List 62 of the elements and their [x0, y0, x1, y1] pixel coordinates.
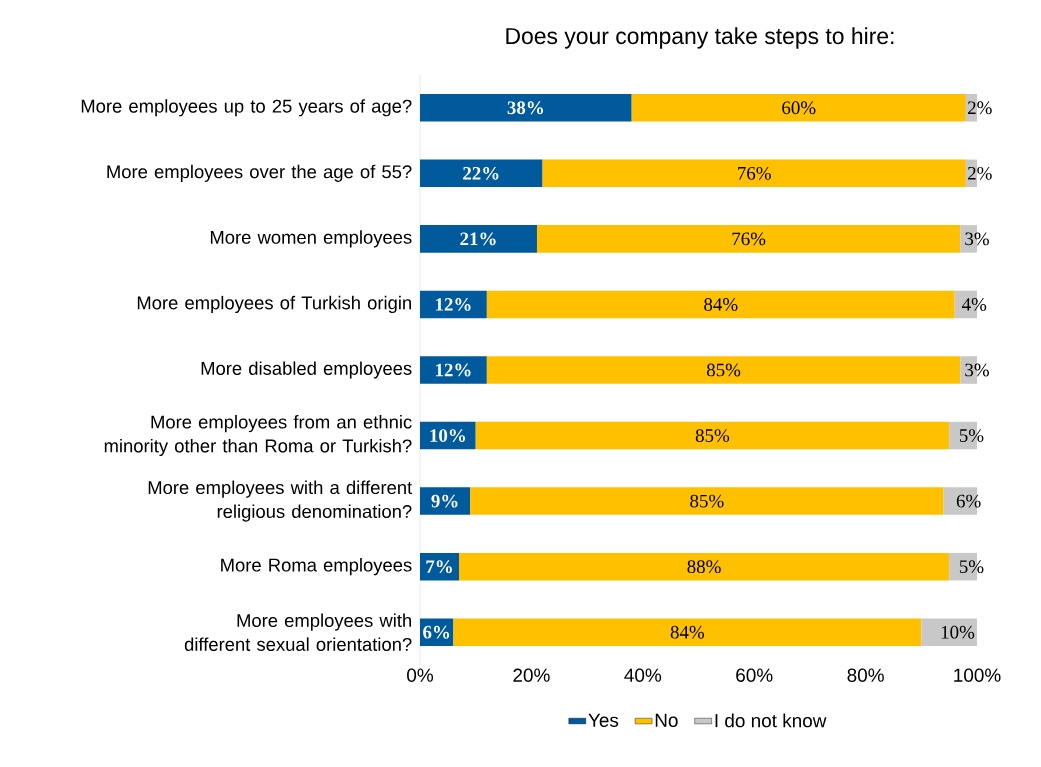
y-tick-label: More disabled employees — [201, 361, 412, 379]
data-label: 12% — [436, 363, 471, 377]
bar — [631, 94, 966, 122]
data-label: 2% — [968, 101, 992, 115]
chart-title: Does your company take steps to hire: — [506, 27, 894, 49]
bar — [420, 356, 487, 384]
data-label: 5% — [959, 560, 984, 574]
y-tick-label: More employees with different sexual orientation? — [184, 613, 412, 651]
data-label: 5% — [959, 429, 984, 442]
bar — [420, 94, 632, 122]
data-label: 3% — [965, 232, 989, 246]
bar — [459, 552, 950, 581]
y-tick-label: More employees over the age of 55? — [107, 164, 412, 182]
bar — [470, 487, 944, 515]
data-label: 85% — [706, 363, 741, 377]
bar — [420, 487, 471, 515]
bar — [420, 225, 537, 253]
legend-label: Yes — [588, 713, 619, 727]
legend-label: I do not know — [715, 713, 827, 728]
legend-label: No — [655, 713, 678, 727]
x-tick-label: 0% — [407, 668, 434, 682]
bar — [420, 159, 543, 188]
y-tick-label: More Roma employees — [221, 558, 412, 576]
data-label: 22% — [463, 166, 499, 180]
bar — [453, 618, 922, 646]
x-tick-label: 100% — [954, 668, 1001, 682]
y-tick-label: More employees of Turkish origin — [137, 295, 411, 314]
data-label: 7% — [426, 560, 452, 574]
y-tick-label: More employees with a different religious denomination? — [148, 480, 413, 522]
data-label: 2% — [968, 166, 992, 180]
bar — [536, 225, 961, 253]
bar — [420, 290, 487, 319]
x-tick-label: 80% — [847, 668, 884, 682]
data-label: 10% — [941, 625, 975, 639]
data-label: 38% — [507, 101, 543, 115]
data-label: 76% — [732, 232, 766, 246]
data-label: 84% — [670, 625, 705, 639]
data-label: 85% — [695, 429, 730, 442]
data-label: 21% — [460, 232, 496, 246]
data-label: 84% — [704, 298, 738, 311]
data-label: 88% — [687, 560, 721, 574]
data-label: 6% — [423, 625, 450, 639]
y-tick-label: More employees up to 25 years of age? — [81, 99, 412, 117]
data-label: 12% — [436, 298, 471, 311]
y-tick-label: More women employees — [210, 230, 412, 248]
bar — [921, 618, 978, 646]
data-label: 4% — [961, 298, 987, 311]
x-tick-label: 40% — [624, 668, 662, 682]
bar — [475, 421, 950, 450]
x-tick-label: 20% — [513, 668, 550, 682]
x-tick-label: 60% — [736, 668, 773, 682]
data-label: 85% — [690, 494, 724, 508]
data-label: 60% — [782, 101, 816, 115]
data-label: 76% — [738, 166, 771, 180]
data-label: 10% — [430, 429, 465, 442]
bar — [486, 356, 961, 384]
bar — [486, 290, 955, 319]
data-label: 6% — [956, 494, 981, 508]
data-label: 9% — [431, 494, 458, 508]
y-tick-label: More employees from an ethnic minority other than Roma or Turkish? — [104, 415, 412, 457]
data-label: 3% — [965, 363, 989, 377]
bar — [542, 159, 966, 188]
